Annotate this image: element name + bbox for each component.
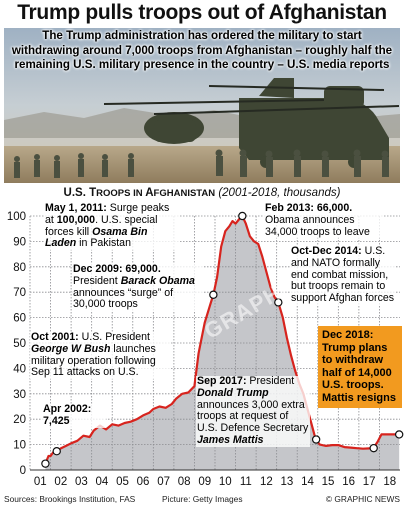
annotation-apr-2002: Apr 2002: 7,425 [42,403,106,428]
x-tick-label-01: 01 [34,476,47,488]
x-tick-label-18: 18 [383,476,396,488]
sep-2017-text: President [246,375,295,387]
y-tick-label-0: 0 [20,465,26,477]
x-tick-label-04: 04 [96,476,109,488]
x-tick-label-13: 13 [281,476,294,488]
x-tick-label-11: 11 [240,476,252,488]
troops-area-chart: 0 10 20 30 40 50 60 70 80 90 100 01 02 03 04 05 06 07 08 09… [7,211,404,488]
oct-2001-date: Oct 2001: [31,331,79,343]
oct-2001-name: George W Bush [31,342,111,355]
x-tick-label-03: 03 [75,476,88,488]
annotation-oct-2001: Oct 2001: U.S. President George W Bush l… [30,331,170,380]
annotation-may-2011: May 1, 2011: Surge peaks at 100,000. U.S… [44,202,180,251]
may-2011-text: Surge peaks at [45,202,170,226]
may-2011-text-3: in Pakistan [76,237,131,250]
chart-heading: U.S. TROOPS IN AFGHANISTAN (2001-2018, t… [0,186,404,201]
y-tick-label-80: 80 [13,262,26,274]
hero-photo: The Trump administration has ordered the… [4,28,400,183]
data-marker-0 [41,459,50,468]
x-tick-label-05: 05 [116,476,129,488]
x-tick-label-09: 09 [198,476,211,488]
data-marker-3 [238,211,247,221]
x-tick-label-06: 06 [137,476,150,488]
data-marker-4 [274,298,283,307]
chart-title-smallcaps: ROOPS IN [96,188,146,199]
chart-subtitle: (2001-2018, thousands) [218,187,341,199]
oct-2014-date: Oct-Dec 2014: [291,245,362,257]
may-2011-name: Osama Bin Laden [45,225,148,250]
x-tick-label-08: 08 [178,476,191,488]
x-tick-label-15: 15 [322,476,335,488]
oct-2014-text: U.S. and NATO formally end combat missio… [291,245,395,305]
may-2011-date: May 1, 2011: [45,202,107,214]
y-tick-label-10: 10 [13,440,26,452]
y-tick-label-60: 60 [13,313,26,325]
standfirst: The Trump administration has ordered the… [11,29,393,71]
sep-2017-name-2: James Mattis [197,433,264,446]
dec-2009-date: Dec 2009: 69,000. [73,263,161,275]
x-tick-label-16: 16 [342,476,355,488]
dec-2009-name: Barack Obama [120,274,195,287]
annotation-sep-2017: Sep 2017: President Donald Trump announc… [196,375,310,447]
feb-2013-text: Obama announces 34,000 troops to leave [265,213,370,238]
y-tick-label-40: 40 [13,363,26,375]
dec-2009-text-2: announces “surge” of 30,000 troops [73,286,174,311]
sources-credit: Sources: Brookings Institution, FAS [4,494,136,504]
data-marker-7 [394,430,404,439]
feb-2013-date: Feb 2013: 66,000. [265,202,353,214]
y-tick-label-30: 30 [13,389,26,401]
may-2011-value: 100,000 [56,213,96,226]
dec-2009-text: President [73,274,121,287]
apr-2002-value: 7,425 [43,414,70,427]
y-tick-label-90: 90 [13,236,26,248]
may-2011-text-2: . U.S. special forces kill [45,213,158,238]
y-tick-label-70: 70 [13,287,26,299]
oct-2001-text: U.S. President [78,331,150,343]
copyright: © GRAPHIC NEWS [325,494,400,504]
chart-title-lead: U.S. T [63,187,97,199]
data-marker-2 [209,290,218,299]
sep-2017-date: Sep 2017: [197,375,247,387]
x-tick-label-12: 12 [260,476,273,488]
sep-2017-text-2: announces 3,000 extra troops at request … [197,398,309,435]
y-tick-label-50: 50 [13,338,26,350]
y-tick-label-20: 20 [13,414,26,426]
annotation-dec-2009: Dec 2009: 69,000. President Barack Obama… [72,263,204,312]
x-tick-label-07: 07 [157,476,170,488]
data-marker-6 [369,443,378,453]
data-marker-5 [311,435,321,444]
annotation-oct-dec-2014: Oct-Dec 2014: U.S. and NATO formally end… [290,245,396,305]
y-tick-label-100: 100 [7,211,26,223]
oct-2001-text-2: launches military operation following Se… [31,342,156,379]
sep-2017-name: Donald Trump [197,386,269,399]
x-tick-label-14: 14 [301,476,314,488]
apr-2002-date: Apr 2002: [43,403,92,415]
x-tick-label-17: 17 [363,476,376,488]
headline: Trump pulls troops out of Afghanistan [17,1,387,24]
x-tick-label-02: 02 [54,476,67,488]
chart-title-cap: A [145,187,154,199]
annotation-dec-2018-highlight: Dec 2018: Trump plans to withdraw half o… [318,326,402,408]
annotation-feb-2013: Feb 2013: 66,000. Obama announces 34,000… [264,202,384,239]
chart-title-smallcaps-2: FGHANISTAN [153,188,216,199]
x-tick-label-10: 10 [219,476,232,488]
helicopter-troops-photo [4,28,400,183]
picture-credit: Picture: Getty Images [162,494,243,504]
data-marker-1 [52,447,61,456]
